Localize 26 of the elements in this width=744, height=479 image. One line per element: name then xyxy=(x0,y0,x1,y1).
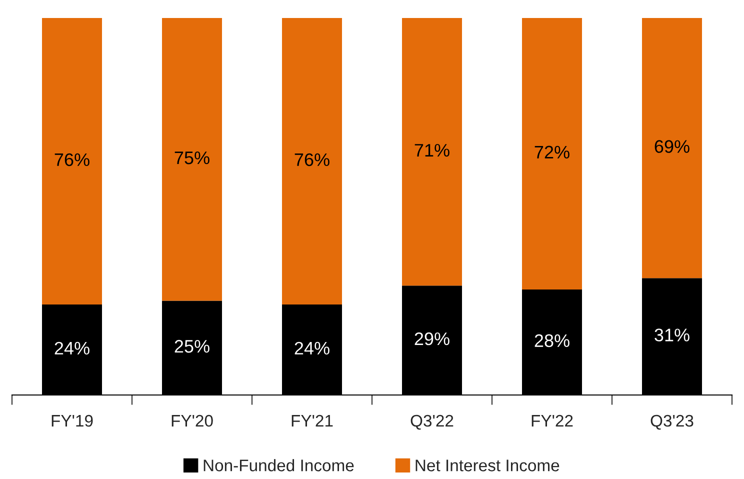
x-tick-label: FY'21 xyxy=(292,414,333,427)
bar xyxy=(522,18,582,290)
x-tick-label: Q3'22 xyxy=(410,414,454,430)
data-label: 76% xyxy=(294,153,330,166)
x-tick-label: FY'19 xyxy=(52,414,93,427)
legend-label: Net Interest Income xyxy=(416,460,560,472)
data-label: 75% xyxy=(174,152,210,164)
data-label: 24% xyxy=(294,342,330,355)
bar xyxy=(42,18,102,305)
data-label: 76% xyxy=(54,153,90,166)
data-label: 72% xyxy=(534,146,570,158)
x-tick-label: FY'20 xyxy=(172,414,213,427)
data-label: 69% xyxy=(654,140,690,153)
data-label: 31% xyxy=(654,328,690,342)
data-label: 24% xyxy=(54,342,90,355)
data-label: 29% xyxy=(414,332,450,346)
bar xyxy=(402,18,462,286)
data-label: 71% xyxy=(414,144,450,157)
x-tick-label: Q3'23 xyxy=(650,414,694,430)
data-label: 25% xyxy=(174,340,210,353)
bar xyxy=(162,18,222,301)
data-label: 28% xyxy=(534,334,570,348)
bar xyxy=(282,18,342,305)
legend-label: Non-Funded Income xyxy=(204,459,354,472)
x-tick-label: FY'22 xyxy=(532,414,573,427)
bar xyxy=(642,18,702,278)
